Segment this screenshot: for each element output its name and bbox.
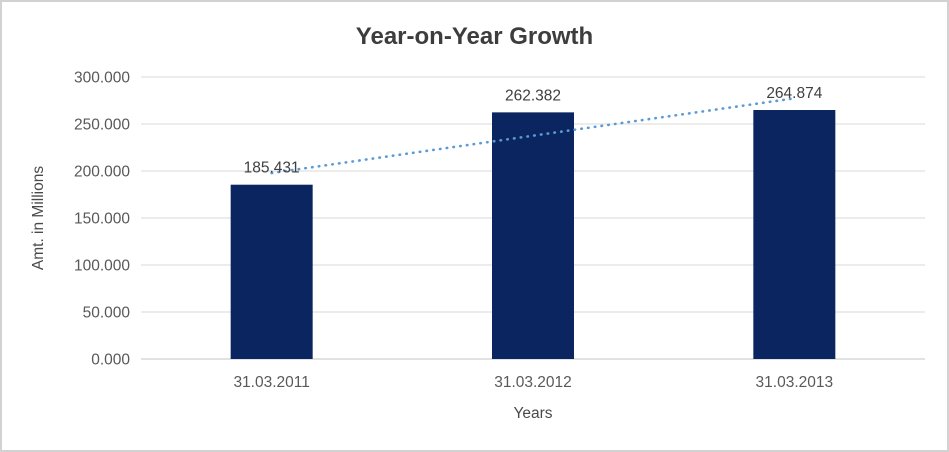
- bar-31.03.2012: [492, 112, 574, 359]
- x-axis-title: Years: [513, 405, 552, 422]
- trendline: [270, 97, 796, 175]
- y-tick-label: 150.000: [74, 211, 130, 228]
- bar-data-label: 264.874: [766, 85, 822, 102]
- bar-31.03.2013: [753, 110, 836, 360]
- bar-data-label: 185.431: [244, 160, 300, 177]
- bar-31.03.2011: [230, 184, 313, 359]
- x-tick-label: 31.03.2011: [233, 374, 309, 391]
- x-tick-label: 31.03.2012: [494, 374, 572, 391]
- bar-data-label: 262.382: [505, 87, 561, 104]
- chart-title: Year-on-Year Growth: [355, 23, 594, 50]
- y-tick-label: 100.000: [74, 258, 130, 275]
- x-tick-label: 31.03.2013: [756, 374, 834, 391]
- y-tick-label: 200.000: [74, 164, 130, 181]
- y-tick-label: 50.000: [83, 305, 131, 322]
- y-tick-label: 250.000: [74, 117, 130, 134]
- y-axis-title: Amt. in Millions: [30, 166, 47, 270]
- y-tick-label: 0.000: [91, 352, 130, 369]
- y-tick-label: 300.000: [74, 70, 130, 87]
